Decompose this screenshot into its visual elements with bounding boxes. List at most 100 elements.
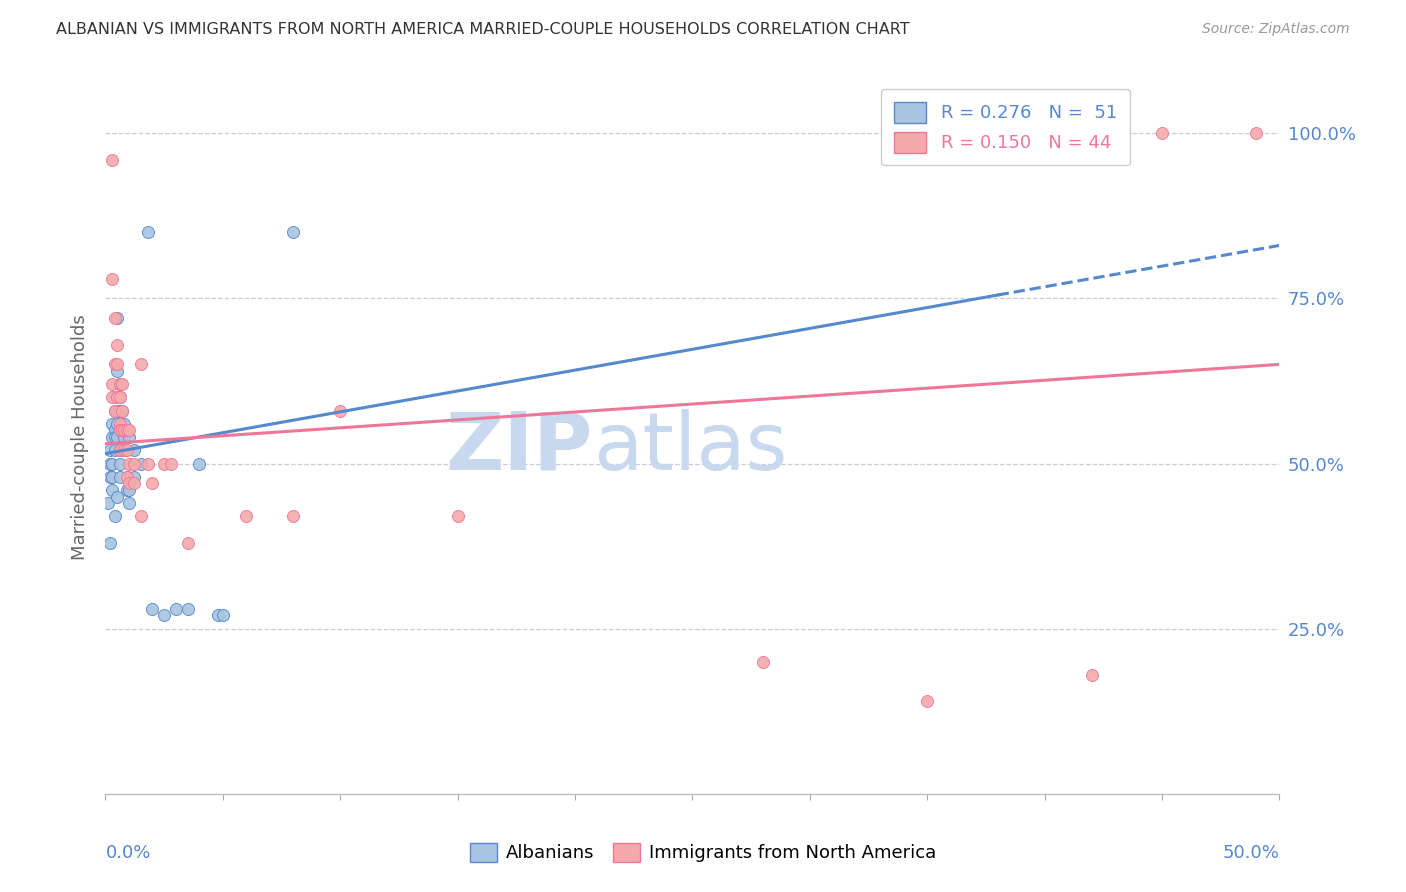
Point <box>115 424 138 438</box>
Point <box>104 430 127 444</box>
Point <box>165 602 187 616</box>
Point <box>111 424 134 438</box>
Text: 50.0%: 50.0% <box>1223 844 1279 862</box>
Point <box>98 469 121 483</box>
Point <box>111 403 134 417</box>
Point <box>105 490 128 504</box>
Point <box>101 391 124 405</box>
Point <box>104 443 127 458</box>
Point <box>118 430 141 444</box>
Point <box>122 476 145 491</box>
Point <box>112 430 135 444</box>
Point <box>108 443 131 458</box>
Text: ALBANIAN VS IMMIGRANTS FROM NORTH AMERICA MARRIED-COUPLE HOUSEHOLDS CORRELATION : ALBANIAN VS IMMIGRANTS FROM NORTH AMERIC… <box>56 22 910 37</box>
Point <box>136 225 159 239</box>
Point <box>1150 126 1173 140</box>
Text: atlas: atlas <box>593 409 787 487</box>
Point <box>105 403 128 417</box>
Point <box>115 469 138 483</box>
Point <box>108 443 131 458</box>
Point <box>111 403 134 417</box>
Point <box>122 443 145 458</box>
Point <box>211 608 233 623</box>
Point <box>111 377 134 392</box>
Point <box>115 469 138 483</box>
Point <box>122 469 145 483</box>
Point <box>105 391 128 405</box>
Point <box>101 457 124 471</box>
Point <box>122 457 145 471</box>
Point <box>108 391 131 405</box>
Point <box>104 509 127 524</box>
Point <box>1080 668 1102 682</box>
Point <box>105 430 128 444</box>
Text: Source: ZipAtlas.com: Source: ZipAtlas.com <box>1202 22 1350 37</box>
Point <box>136 457 159 471</box>
Point <box>129 509 152 524</box>
Point <box>111 424 134 438</box>
Point <box>129 457 152 471</box>
Point <box>176 536 198 550</box>
Point <box>752 655 775 669</box>
Point <box>108 377 131 392</box>
Point <box>153 608 176 623</box>
Point <box>101 430 124 444</box>
Point <box>153 457 176 471</box>
Legend: Albanians, Immigrants from North America: Albanians, Immigrants from North America <box>463 836 943 870</box>
Point <box>101 271 124 285</box>
Point <box>118 424 141 438</box>
Point <box>101 469 124 483</box>
Point <box>446 509 468 524</box>
Point <box>235 509 257 524</box>
Point <box>108 457 131 471</box>
Point <box>104 403 127 417</box>
Point <box>915 694 938 708</box>
Point <box>105 311 128 326</box>
Point <box>105 337 128 351</box>
Point <box>108 377 131 392</box>
Point <box>98 536 121 550</box>
Point <box>108 403 131 417</box>
Point <box>101 153 124 167</box>
Point <box>101 417 124 431</box>
Point <box>115 483 138 497</box>
Point <box>97 496 120 510</box>
Point <box>176 602 198 616</box>
Point <box>188 457 211 471</box>
Point <box>141 476 163 491</box>
Point <box>129 358 152 372</box>
Point <box>105 358 128 372</box>
Point <box>112 443 135 458</box>
Point <box>108 469 131 483</box>
Point <box>105 391 128 405</box>
Point <box>112 417 135 431</box>
Point <box>111 443 134 458</box>
Point <box>283 225 305 239</box>
Point <box>101 377 124 392</box>
Point <box>112 424 135 438</box>
Point <box>98 457 121 471</box>
Text: ZIP: ZIP <box>446 409 593 487</box>
Point <box>108 424 131 438</box>
Point <box>207 608 229 623</box>
Point <box>283 509 305 524</box>
Point <box>108 417 131 431</box>
Point <box>108 391 131 405</box>
Legend: R = 0.276   N =  51, R = 0.150   N = 44: R = 0.276 N = 51, R = 0.150 N = 44 <box>882 89 1129 165</box>
Point <box>101 483 124 497</box>
Point <box>118 457 141 471</box>
Point <box>104 311 127 326</box>
Point <box>104 358 127 372</box>
Point <box>104 403 127 417</box>
Point <box>329 403 352 417</box>
Point <box>115 443 138 458</box>
Point <box>118 483 141 497</box>
Point <box>105 417 128 431</box>
Point <box>1244 126 1267 140</box>
Point <box>108 424 131 438</box>
Point <box>98 443 121 458</box>
Text: 0.0%: 0.0% <box>105 844 150 862</box>
Point <box>160 457 183 471</box>
Point <box>105 364 128 378</box>
Point <box>104 424 127 438</box>
